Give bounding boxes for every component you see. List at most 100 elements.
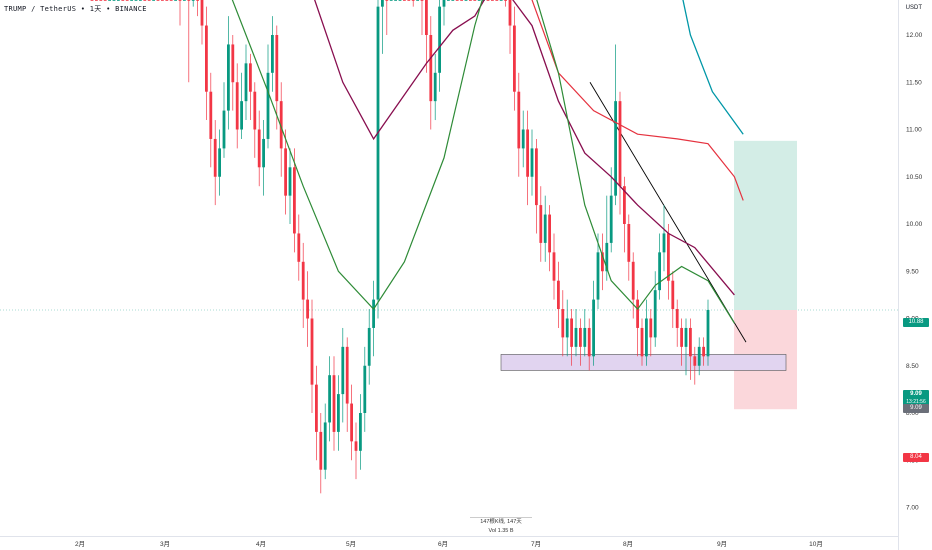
candle-body (187, 0, 191, 1)
candle-body (328, 375, 331, 423)
y-tick-label: 11.00 (906, 127, 922, 134)
candle-body (702, 346, 705, 357)
ma-cyan-line (682, 0, 744, 135)
candle-body (693, 356, 697, 366)
candle-body (169, 0, 173, 1)
candle-body (385, 0, 389, 1)
candle-body (183, 0, 186, 1)
candle-body (398, 0, 402, 1)
candle-body (491, 0, 494, 1)
symbol-header[interactable]: TRUMP / TetherUS • 1天 • BINANCE (4, 5, 147, 13)
candle-body (315, 384, 318, 432)
candle-body (539, 205, 543, 243)
candle-body (618, 101, 622, 187)
target-price-badge: 10.88 (903, 318, 929, 327)
exchange-label: BINANCE (115, 5, 147, 13)
candle-body (297, 233, 301, 262)
candle-body (134, 0, 138, 1)
candle-body (275, 35, 279, 102)
candle-body (288, 167, 292, 196)
candle-body (548, 214, 551, 253)
candle-body (587, 327, 591, 357)
candle-body (337, 394, 340, 432)
candle-body (447, 0, 450, 1)
y-tick-label: 11.50 (906, 79, 922, 86)
candle-body (504, 0, 507, 1)
candle-body (381, 0, 384, 7)
candle-body (499, 0, 503, 1)
y-tick-label: 10.50 (906, 174, 923, 181)
candle-body (675, 309, 679, 328)
currency-unit: USDT (905, 5, 922, 11)
candle-body (521, 129, 525, 149)
candle-body (614, 101, 617, 196)
candle-body (293, 167, 296, 234)
candle-body (95, 0, 98, 1)
candle-body (526, 129, 529, 177)
candle-body (565, 318, 569, 338)
x-tick-label: 4月 (256, 540, 266, 548)
candle-body (596, 252, 600, 300)
candle-body (191, 0, 195, 1)
candles-layer (90, 0, 710, 494)
candle-body (653, 290, 657, 338)
candle-body (244, 63, 248, 102)
candle-body (389, 0, 393, 1)
candle-body (517, 91, 521, 149)
candle-body (469, 0, 472, 1)
candle-body (583, 327, 587, 347)
candle-body (218, 148, 221, 177)
candle-body (592, 299, 595, 357)
bar-count: 147根K线, 147天 (480, 519, 522, 525)
candle-body (262, 138, 265, 168)
candle-body (196, 0, 199, 1)
candle-body (455, 0, 459, 1)
x-tick-label: 3月 (160, 540, 170, 548)
candle-body (438, 6, 441, 73)
volume-info: 147根K线, 147天 Vol 1.35 B (470, 517, 532, 536)
candle-body (623, 186, 626, 224)
candle-body (235, 82, 239, 130)
candle-body (147, 0, 151, 1)
candle-body (359, 413, 362, 451)
candle-body (552, 252, 556, 281)
candle-body (222, 110, 226, 149)
candle-body (680, 327, 683, 347)
moving-averages-layer (231, 0, 744, 324)
candle-body (429, 35, 433, 102)
candle-body (601, 252, 604, 272)
candle-body (477, 0, 481, 1)
candle-body (341, 346, 345, 395)
candle-body (508, 0, 512, 26)
candle-body (570, 318, 573, 347)
candle-body (121, 0, 125, 1)
candle-body (240, 101, 243, 130)
candle-body (257, 129, 261, 168)
support-zone (500, 354, 787, 371)
candle-body (407, 0, 411, 1)
candle-body (543, 214, 547, 243)
candle-body (627, 224, 631, 262)
x-tick-label: 5月 (346, 540, 356, 548)
candle-body (306, 299, 309, 319)
candle-body (174, 0, 177, 1)
candle-body (117, 0, 120, 1)
candle-body (156, 0, 160, 1)
candle-body (416, 0, 419, 1)
x-tick-label: 10月 (809, 540, 823, 548)
candle-body (231, 44, 235, 83)
candle-body (411, 0, 415, 1)
candle-body (561, 309, 565, 338)
interval-label: 1天 (89, 5, 102, 13)
candle-body (442, 0, 446, 7)
candle-body (161, 0, 164, 1)
stop-price-badge: 8.04 (903, 453, 929, 462)
candle-body (636, 299, 639, 328)
candle-body (697, 346, 701, 366)
candle-body (354, 441, 358, 451)
take-profit-zone (734, 140, 797, 310)
candle-body (178, 0, 182, 1)
candle-body (557, 280, 560, 310)
x-tick-label: 8月 (623, 540, 633, 548)
